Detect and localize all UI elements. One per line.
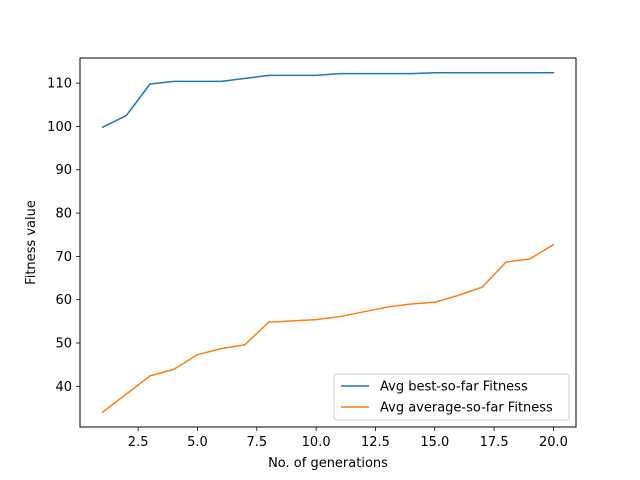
series-line-average	[101, 243, 555, 414]
x-tick-label: 20.0	[539, 435, 568, 450]
x-tick-label: 2.5	[128, 435, 149, 450]
legend-label-average: Avg average-so-far Fitness	[380, 401, 553, 416]
y-axis-label: Fitness value	[24, 200, 39, 285]
series-line-best	[101, 71, 555, 129]
legend: Avg best-so-far Fitness Avg average-so-f…	[333, 373, 570, 421]
legend-label-best: Avg best-so-far Fitness	[380, 380, 528, 395]
y-tick-label: 110	[47, 77, 72, 92]
x-axis-label: No. of generations	[268, 456, 388, 471]
x-tick-label: 5.0	[187, 435, 208, 450]
legend-box	[333, 373, 570, 421]
y-tick-label: 80	[55, 207, 72, 222]
y-tick-label: 60	[55, 293, 72, 308]
x-tick-label: 12.5	[361, 435, 390, 450]
y-tick-label: 50	[55, 336, 72, 351]
y-tick-label: 70	[55, 250, 72, 265]
x-tick-label: 15.0	[420, 435, 449, 450]
y-tick-label: 40	[55, 380, 72, 395]
x-tick-label: 17.5	[480, 435, 509, 450]
axes-frame	[79, 57, 577, 428]
x-tick-label: 7.5	[246, 435, 267, 450]
y-tick-label: 90	[55, 163, 72, 178]
axis-ticks: 2.5 5.0 7.5 10.0 12.5 15.0 17.5 20.0 40 50 60 70 80 9…	[47, 77, 568, 450]
y-tick-label: 100	[47, 120, 72, 135]
x-tick-label: 10.0	[302, 435, 331, 450]
plot-marks	[101, 71, 555, 414]
